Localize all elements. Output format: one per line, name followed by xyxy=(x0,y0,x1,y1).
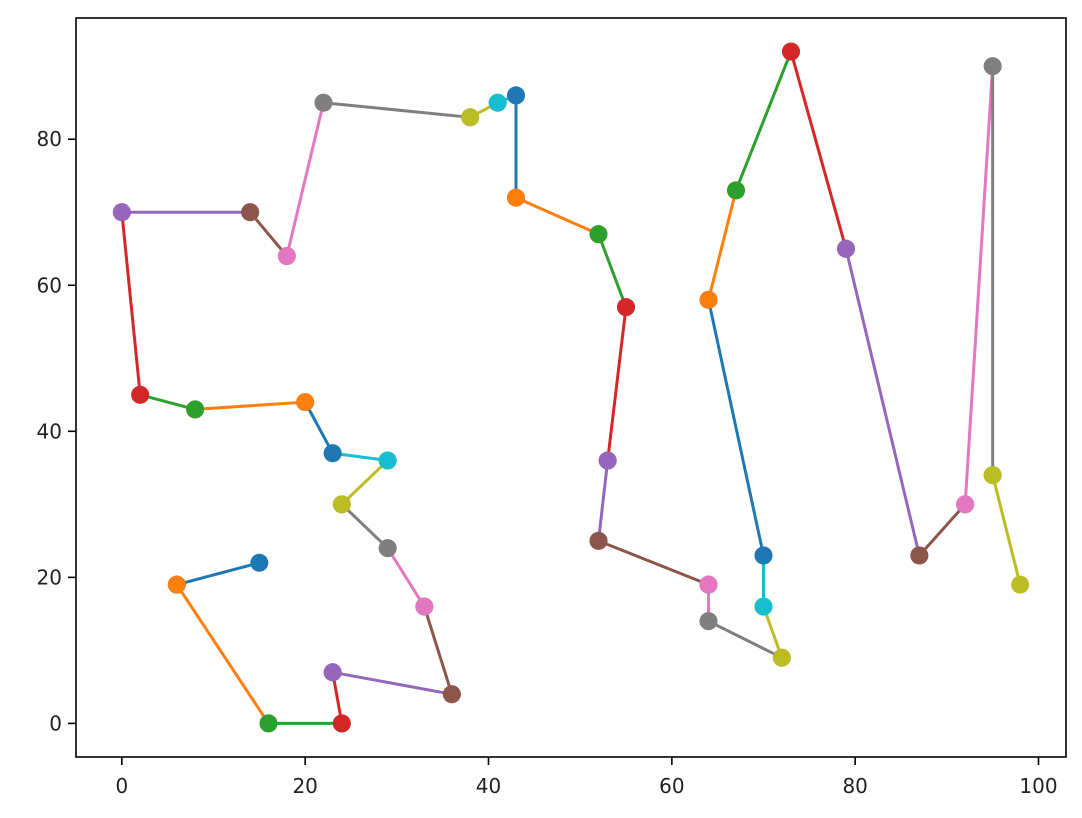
y-tick-label: 60 xyxy=(37,273,62,297)
path-segment-24 xyxy=(606,305,628,463)
segment-38-start-point xyxy=(983,57,1002,76)
x-tick-label: 40 xyxy=(476,774,501,798)
path-segment-12 xyxy=(193,400,307,411)
segment-11-start-point xyxy=(323,444,342,463)
segment-18-start-point xyxy=(314,93,333,112)
path-segment-1 xyxy=(175,561,261,587)
y-tick-label: 0 xyxy=(49,711,62,735)
series-layer xyxy=(120,50,1022,725)
path-segment-5 xyxy=(331,670,454,696)
path-segment-13 xyxy=(138,393,197,411)
segment-12-start-point xyxy=(296,393,315,412)
segment-31-start-point xyxy=(754,546,773,565)
plot-area-frame xyxy=(75,17,1067,758)
segment-1-start-point xyxy=(250,553,269,572)
segment-37-start-point xyxy=(956,495,975,514)
path-segment-22 xyxy=(514,196,600,236)
segment-21-start-point xyxy=(507,86,525,105)
path-segment-28 xyxy=(707,619,784,660)
segment-23-start-point xyxy=(589,225,608,244)
segment-24-start-point xyxy=(617,298,635,317)
segment-33-start-point xyxy=(727,181,745,200)
path-segment-6 xyxy=(422,605,454,696)
path-segment-25 xyxy=(597,459,610,543)
segment-13-start-point xyxy=(186,400,205,419)
segment-6-start-point xyxy=(442,685,461,704)
segment-36-start-point xyxy=(910,546,929,565)
segment-16-start-point xyxy=(241,203,260,222)
segment-39-end-point xyxy=(1011,575,1030,594)
path-segment-23 xyxy=(597,232,628,309)
segment-34-start-point xyxy=(782,42,800,61)
segment-2-start-point xyxy=(167,575,186,594)
segment-29-start-point xyxy=(772,648,791,667)
path-segment-36 xyxy=(917,502,967,557)
path-segment-33 xyxy=(734,50,793,192)
segment-22-start-point xyxy=(507,188,525,207)
y-axis: 0 20 40 60 80 xyxy=(37,127,76,735)
x-tick-label: 80 xyxy=(842,774,867,798)
segment-32-start-point xyxy=(699,290,718,309)
path-segment-26 xyxy=(597,539,710,587)
segment-7-start-point xyxy=(415,597,434,616)
segment-8-start-point xyxy=(378,539,397,558)
path-segment-7 xyxy=(386,546,426,609)
x-tick-label: 60 xyxy=(659,774,684,798)
segment-28-start-point xyxy=(699,612,718,631)
segment-15-start-point xyxy=(112,203,131,222)
path-segment-31 xyxy=(707,298,765,557)
x-tick-label: 0 xyxy=(115,774,128,798)
segment-9-start-point xyxy=(332,495,351,514)
path-segment-37 xyxy=(963,64,995,506)
segment-20-start-point xyxy=(488,93,507,112)
path-segment-9 xyxy=(340,459,390,506)
segment-17-start-point xyxy=(277,247,296,266)
path-segment-32 xyxy=(707,188,738,302)
path-segment-14 xyxy=(120,210,142,397)
path-segment-29 xyxy=(762,605,784,660)
x-axis: 0 20 40 60 80 100 xyxy=(115,757,1058,798)
path-segment-16 xyxy=(248,210,289,258)
path-segment-35 xyxy=(844,247,921,557)
path-segment-39 xyxy=(991,473,1022,587)
segment-10-start-point xyxy=(378,451,397,470)
path-segment-18 xyxy=(322,101,472,119)
x-tick-label: 20 xyxy=(292,774,317,798)
segment-3-start-point xyxy=(259,714,278,733)
segment-5-start-point xyxy=(323,663,342,682)
point-layer xyxy=(112,42,1030,733)
x-tick-label: 100 xyxy=(1019,774,1057,798)
segment-4-start-point xyxy=(332,714,351,733)
segment-27-start-point xyxy=(699,575,718,594)
y-tick-label: 80 xyxy=(37,127,62,151)
segment-19-start-point xyxy=(461,108,480,127)
path-segment-10 xyxy=(331,451,390,463)
segment-26-start-point xyxy=(589,531,608,550)
y-tick-label: 40 xyxy=(37,419,62,443)
path-segment-11 xyxy=(303,400,335,455)
path-segment-34 xyxy=(789,50,848,251)
segment-35-start-point xyxy=(837,239,855,258)
segment-30-start-point xyxy=(754,597,773,616)
y-tick-label: 20 xyxy=(37,565,62,589)
segment-25-start-point xyxy=(598,451,617,470)
path-segment-2 xyxy=(175,583,270,725)
segment-39-start-point xyxy=(983,466,1002,485)
path-segment-17 xyxy=(285,101,325,258)
path-segment-8 xyxy=(340,502,390,550)
segment-14-start-point xyxy=(131,385,150,404)
